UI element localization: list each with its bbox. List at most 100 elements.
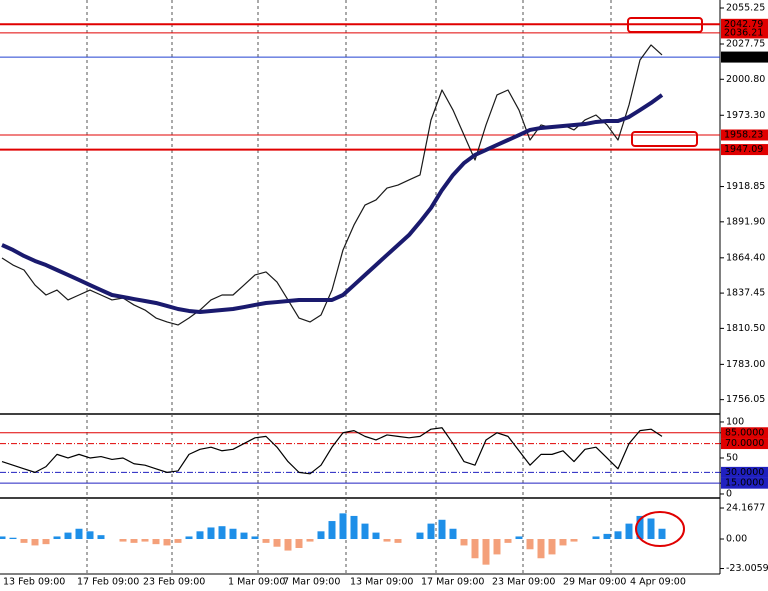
histogram-bar (306, 539, 314, 542)
y-tick-label: 85.0000 (725, 427, 764, 438)
histogram-bar (361, 523, 369, 540)
histogram-bar (75, 528, 83, 540)
histogram-bar (339, 513, 347, 540)
price-level-label: 2036.21 (724, 27, 763, 38)
histogram-bar (383, 539, 391, 542)
price-level-label: 1958.23 (724, 129, 763, 140)
histogram-bar (328, 521, 336, 540)
y-tick-label: 2027.75 (726, 38, 765, 49)
time-label: 29 Mar 09:00 (563, 577, 626, 588)
y-tick-label: 0 (726, 488, 732, 499)
histogram-bar (86, 531, 94, 540)
time-label: 17 Mar 09:00 (421, 577, 484, 588)
level-label-bg (721, 477, 768, 489)
time-label: 23 Mar 09:00 (492, 577, 555, 588)
histogram-bar (207, 527, 215, 540)
histogram-bar (251, 536, 259, 540)
histogram-bar (141, 539, 149, 542)
histogram-bar (273, 539, 281, 547)
y-tick-label: 0.00 (726, 534, 747, 545)
histogram-bar (526, 539, 534, 550)
histogram-bar (163, 539, 171, 546)
histogram-bar (548, 539, 556, 555)
time-label: 13 Feb 09:00 (3, 577, 65, 588)
histogram-bar (438, 519, 446, 540)
price-level-label: 2042.79 (724, 19, 763, 30)
time-label: 7 Mar 09:00 (283, 577, 340, 588)
annotation-box (631, 131, 698, 147)
y-tick-label: 15.0000 (725, 478, 764, 489)
histogram-bar (31, 539, 39, 546)
histogram-bar (9, 537, 17, 540)
histogram-bar (295, 539, 303, 548)
y-tick-label: 30.0000 (725, 467, 764, 478)
histogram-bar (394, 539, 402, 543)
price-level-label: 1947.09 (724, 144, 763, 155)
histogram-bar (174, 539, 182, 543)
histogram-bar (185, 536, 193, 540)
y-tick-label: 1756.05 (726, 394, 765, 405)
annotation-circle (635, 511, 685, 547)
price-level-label: 2017.76 (724, 52, 763, 63)
histogram-bar (636, 515, 644, 540)
histogram-bar (460, 539, 468, 546)
y-tick-label: 1810.50 (726, 323, 765, 334)
price-level-label-bg (721, 27, 768, 39)
histogram-bar (53, 536, 61, 540)
histogram-bar (570, 539, 578, 542)
time-label: 17 Feb 09:00 (77, 577, 139, 588)
time-label: 4 Apr 09:00 (630, 577, 686, 588)
histogram-bar (262, 539, 270, 543)
y-tick-label: 1864.40 (726, 252, 765, 263)
y-tick-label: 1891.90 (726, 216, 765, 227)
histogram-bar (97, 535, 105, 540)
histogram-bar (350, 515, 358, 540)
histogram-bar (471, 539, 479, 559)
histogram-bar (603, 533, 611, 540)
y-tick-label: 70.0000 (725, 438, 764, 449)
histogram-bar (658, 528, 666, 540)
histogram-bar (119, 539, 127, 542)
y-tick-label: 2000.80 (726, 74, 765, 85)
histogram-bar (592, 536, 600, 540)
histogram-bar (449, 528, 457, 540)
histogram-bar (559, 539, 567, 546)
y-tick-label: 1783.00 (726, 359, 765, 370)
histogram-bar (372, 532, 380, 540)
histogram-bar (240, 532, 248, 540)
price-level-label-bg (721, 18, 768, 30)
y-tick-label: 1973.30 (726, 110, 765, 121)
time-label: 23 Feb 09:00 (143, 577, 205, 588)
histogram-bar (614, 531, 622, 540)
level-label-bg (721, 466, 768, 478)
time-label: 1 Mar 09:00 (228, 577, 285, 588)
histogram-bar (284, 539, 292, 551)
histogram-bar (229, 528, 237, 540)
histogram-bar (493, 539, 501, 555)
histogram-bar (0, 536, 6, 540)
level-label-bg (721, 427, 768, 439)
histogram-bar (42, 539, 50, 545)
histogram-bar (482, 539, 490, 565)
histogram-bar (20, 539, 28, 543)
price-level-label-bg (721, 144, 768, 156)
histogram-bar (218, 526, 226, 540)
series-line (1, 93, 664, 315)
histogram-bar (427, 523, 435, 540)
y-tick-label: 50 (726, 452, 738, 463)
annotation-box (627, 17, 703, 33)
price-level-label-bg (721, 129, 768, 141)
y-tick-label: 1918.85 (726, 181, 765, 192)
time-label: 13 Mar 09:00 (350, 577, 413, 588)
y-tick-label: 100 (726, 416, 744, 427)
level-label-bg (721, 438, 768, 450)
histogram-bar (152, 539, 160, 545)
y-tick-label: 2055.25 (726, 2, 765, 13)
series-line (1, 427, 663, 475)
histogram-bar (416, 532, 424, 540)
histogram-bar (196, 531, 204, 540)
histogram-bar (537, 539, 545, 559)
histogram-bar (64, 532, 72, 540)
